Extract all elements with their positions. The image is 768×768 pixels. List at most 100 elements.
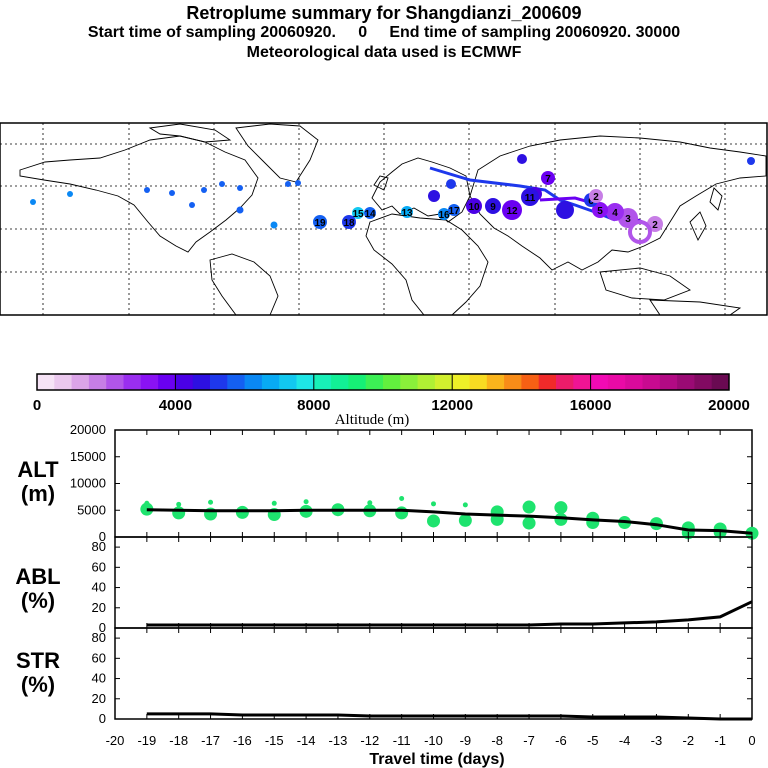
colorbar-cell [504,374,522,390]
colorbar-cell [123,374,142,390]
alt-cluster-marker [462,502,468,508]
y-tick-label: 20 [92,600,106,615]
str-unit: (%) [21,672,55,697]
map-cluster-label: 16 [438,210,450,221]
x-tick-label: -9 [460,733,472,748]
x-tick-label: -20 [106,733,125,748]
abl-series-line [146,600,753,627]
map-cluster [747,157,755,165]
coastlines [19,123,767,316]
colorbar-cell [348,374,367,390]
map-cluster [285,181,291,187]
colorbar-cell [642,374,661,390]
str-label: STR [16,648,60,673]
colorbar-cell [625,374,643,390]
x-tick-label: -18 [169,733,188,748]
colorbar-cell [452,374,470,390]
abl-unit: (%) [21,588,55,613]
map-cluster-label: 14 [364,209,376,220]
map-cluster [589,189,603,203]
x-tick-label: -13 [329,733,348,748]
colorbar-cell [140,374,159,390]
y-tick-label: 5000 [77,502,106,517]
alt-cluster-marker [367,500,373,506]
colorbar-cell [556,374,574,390]
x-axis-ticks: -20 -19 -18 -17 -16 -15 -14 -13 -12 -11 -10 -9 -8 -7-… [106,430,756,748]
map-cluster-label: 7 [545,174,551,185]
colorbar-cell [417,374,436,390]
colorbar-cell [244,374,263,390]
x-tick-label: 0 [748,733,755,748]
map-cluster [30,199,36,205]
y-tick-label: 20 [92,691,106,706]
map-cluster [219,181,225,187]
map-cluster [556,201,574,219]
colorbar-cell [71,374,90,390]
met-data-line: Meteorological data used is ECMWF [246,44,522,61]
y-tick-label: 60 [92,650,106,665]
alt-cluster-marker [522,500,536,514]
cluster-markers [30,154,755,229]
map-cluster-label: 12 [506,206,518,217]
abl-label: ABL [15,564,60,589]
map-cluster-label: 15 [352,209,364,220]
alt-cluster-marker [395,506,409,520]
y-tick-label: 80 [92,539,106,554]
colorbar-cell [54,374,73,390]
map-cluster [401,206,413,218]
map-frame [0,122,768,316]
map-cluster-label: 18 [343,218,355,229]
x-tick-label: -2 [683,733,695,748]
alt-cluster-marker [235,505,249,519]
colorbar-title: Altitude (m) [335,412,410,428]
colorbar-tick-label: 0 [33,397,41,414]
colorbar-cell [175,374,194,390]
x-tick-label: -7 [523,733,535,748]
y-tick-label: 60 [92,559,106,574]
colorbar-cell [313,374,332,390]
map-cluster [169,190,175,196]
chart-title: Retroplume summary for Shangdianzi_20060… [186,3,582,23]
str-y-ticks: 80 60 40 20 0 [92,630,752,726]
map-cluster [448,204,460,216]
colorbar-cell [158,374,176,390]
map-cluster [517,154,527,164]
map-cluster [606,203,624,221]
colorbar-tick-labels: 0 4000 8000 12000 16000 20000 [33,374,750,414]
map-cluster-label: 11 [525,193,536,204]
x-tick-label: -5 [587,733,599,748]
colorbar-tick-label: 12000 [431,397,473,414]
alt-cluster-marker [554,501,568,515]
colorbar-cell [434,374,453,390]
map-cluster [236,206,244,214]
map-cluster-label: 2 [652,220,658,231]
map-cluster-label: 17 [448,206,460,217]
colorbar-cell [573,374,592,390]
y-tick-label: 0 [99,529,106,544]
x-tick-label: -15 [265,733,284,748]
alt-cluster-marker [427,514,440,528]
y-tick-label: 0 [99,711,106,726]
map-cluster [521,188,539,206]
colorbar-cell [383,374,401,390]
colorbar-cell [261,374,280,390]
map-cluster [189,202,195,208]
sampling-time-line: Start time of sampling 20060920. 0 End t… [87,24,681,41]
x-tick-label: -12 [360,733,379,748]
x-tick-label: -17 [201,733,220,748]
colorbar-cells [37,374,730,390]
map-cluster [270,221,278,229]
y-tick-label: 20000 [70,422,106,437]
map-cluster-label: 2 [593,192,599,203]
str-panel: STR (%) 80 60 40 20 0 [16,627,753,726]
alt-cluster-marker [176,501,182,507]
colorbar-cell [521,374,540,390]
map-cluster-label: 4 [612,208,618,219]
alt-series-line [146,508,753,535]
str-series-line [146,712,752,721]
alt-cluster-marker [208,499,214,505]
colorbar-tick-label: 16000 [570,397,612,414]
alt-cluster-marker [522,516,536,530]
map-cluster [313,215,327,229]
